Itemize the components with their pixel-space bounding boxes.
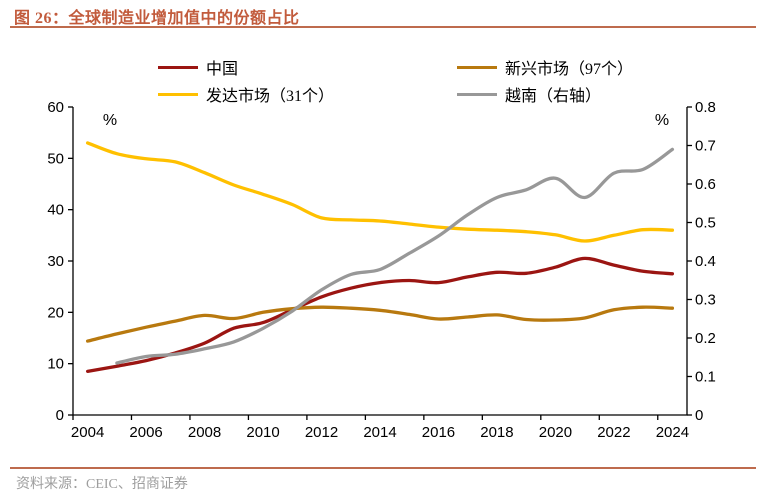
x-tick-label: 2006	[129, 424, 162, 441]
y-right-tick-label: 0.2	[695, 330, 716, 347]
footer-divider	[10, 467, 756, 469]
series-vietnam-line	[115, 147, 675, 365]
y-right-tick-label: 0.8	[695, 99, 716, 116]
legend-label-developed-markets: 发达市场（31个）	[206, 88, 335, 105]
y-right-tick-label: 0.4	[695, 253, 716, 270]
y-right-tick-label: 0	[695, 407, 703, 424]
x-tick-label: 2016	[422, 424, 455, 441]
y-left-tick-label: 50	[47, 150, 64, 167]
legend-swatch-developed-markets	[158, 92, 198, 96]
x-tick-label: 2008	[188, 424, 221, 441]
x-tick-label: 2022	[597, 424, 630, 441]
x-tick-label: 2010	[246, 424, 279, 441]
legend-label-china: 中国	[206, 61, 239, 78]
x-tick-label: 2018	[480, 424, 513, 441]
legend-item-china: 中国	[158, 55, 238, 79]
legend-item-emerging-markets: 新兴市场（97个）	[457, 55, 633, 79]
title-divider	[10, 26, 756, 28]
legend-swatch-vietnam	[457, 92, 497, 96]
series-emerging-line	[85, 305, 675, 343]
y-right-tick-label: 0.1	[695, 369, 716, 386]
series-developed-line	[85, 141, 675, 243]
source-note: 资料来源：CEIC、招商证券	[16, 477, 188, 492]
y-right-tick-label: 0.5	[695, 215, 716, 232]
x-tick-label: 2024	[656, 424, 689, 441]
y-right-tick-label: 0.3	[695, 292, 716, 309]
legend-item-vietnam: 越南（右轴）	[457, 82, 601, 106]
x-tick-label: 2012	[305, 424, 338, 441]
series-china-line	[85, 256, 675, 374]
legend-item-developed-markets: 发达市场（31个）	[158, 82, 334, 106]
legend-label-emerging-markets: 新兴市场（97个）	[505, 61, 634, 78]
legend-swatch-emerging-markets	[457, 65, 497, 69]
figure-title: 图 26：全球制造业增加值中的份额占比	[14, 10, 300, 27]
x-tick-label: 2020	[539, 424, 572, 441]
y-left-tick-label: 40	[47, 202, 64, 219]
y-left-unit-label: %	[103, 112, 117, 129]
x-tick-label: 2014	[363, 424, 396, 441]
y-left-tick-label: 20	[47, 304, 64, 321]
y-left-tick-label: 10	[47, 356, 64, 373]
y-right-unit-label: %	[655, 112, 669, 129]
legend-swatch-china	[158, 65, 198, 69]
y-left-tick-label: 30	[47, 253, 64, 270]
y-left-tick-label: 0	[56, 407, 64, 424]
legend-label-vietnam: 越南（右轴）	[505, 88, 602, 105]
x-tick-label: 2004	[71, 424, 104, 441]
y-right-tick-label: 0.6	[695, 176, 716, 193]
y-right-tick-label: 0.7	[695, 138, 716, 155]
y-left-tick-label: 60	[47, 99, 64, 116]
